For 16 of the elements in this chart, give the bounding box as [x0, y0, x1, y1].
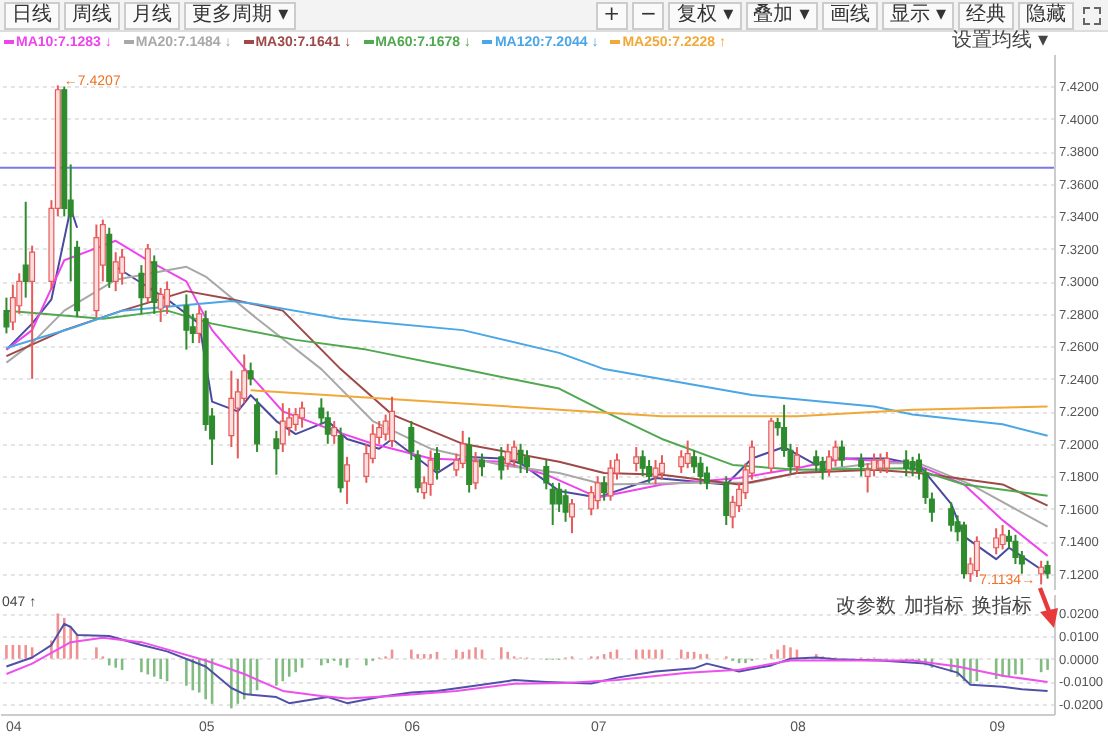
text: 月线 — [124, 1, 180, 29]
text: 显示 ▾ — [881, 1, 954, 29]
text: 叠加 ▾ — [745, 1, 818, 29]
text: 经典 — [958, 1, 1014, 29]
annotation: 改参数 — [836, 596, 896, 618]
text: 复权 ▾ — [668, 1, 742, 29]
text: 周线 — [64, 1, 120, 29]
text: + — [595, 1, 628, 29]
text: 设置均线 ▾ — [951, 30, 1048, 52]
text: 日线 — [4, 1, 60, 29]
text: 画线 — [821, 1, 878, 29]
text: 更多周期 ▾ — [184, 1, 297, 29]
text: − — [632, 1, 665, 29]
annotation: 换指标 — [972, 596, 1032, 618]
text: 隐藏 — [1018, 1, 1074, 29]
annotation: 加指标 — [904, 596, 964, 618]
